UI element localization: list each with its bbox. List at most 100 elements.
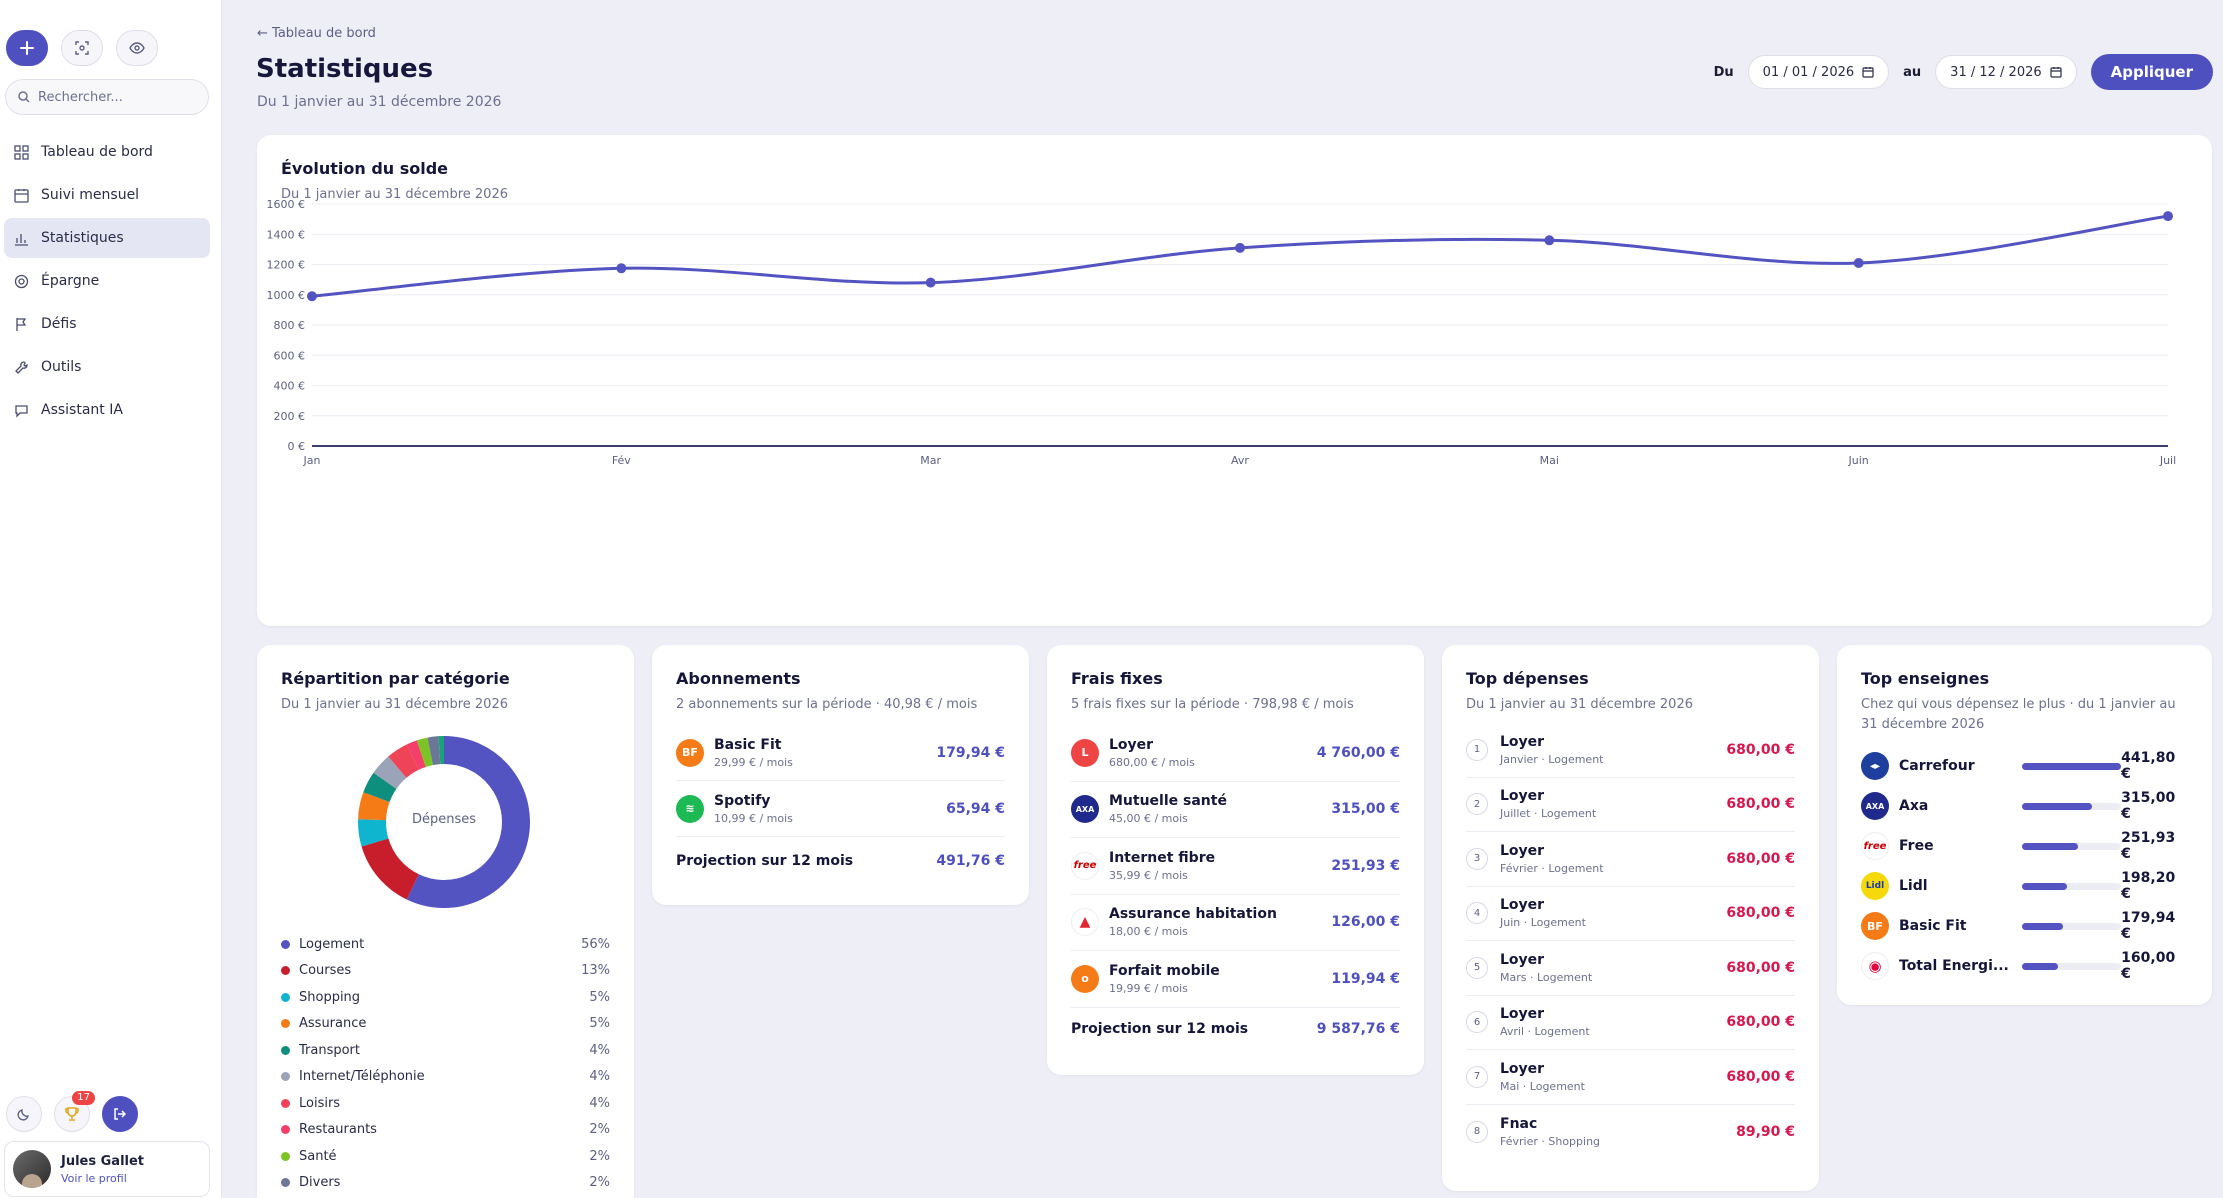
- expense-info: Loyer Janvier · Logement: [1500, 734, 1604, 766]
- cost-row[interactable]: L Loyer 680,00 € / mois 4 760,00 €: [1071, 725, 1400, 782]
- eye-icon: [129, 42, 145, 54]
- AXA-logo-icon: AXA: [1861, 792, 1889, 820]
- brand-row[interactable]: Lidl Lidl 198,20 €: [1861, 866, 2188, 906]
- donut-slice[interactable]: [406, 736, 530, 908]
- expense-row[interactable]: 3 Loyer Février · Logement 680,00 €: [1466, 832, 1795, 887]
- expense-row[interactable]: 6 Loyer Avril · Logement 680,00 €: [1466, 996, 1795, 1050]
- expense-info: Fnac Février · Shopping: [1500, 1116, 1600, 1148]
- expense-row[interactable]: 8 Fnac Février · Shopping 89,90 €: [1466, 1105, 1795, 1160]
- sidebar-item-outils[interactable]: Outils: [4, 347, 210, 387]
- moon-icon: [17, 1109, 29, 1121]
- L-logo-icon: L: [1071, 738, 1099, 767]
- cost-row[interactable]: o Forfait mobile 19,99 € / mois 119,94 €: [1071, 951, 1400, 1008]
- cost-info: Mutuelle santé 45,00 € / mois: [1109, 793, 1227, 825]
- brand-bar-track: [2021, 882, 2122, 890]
- x-tick-label: Mar: [920, 454, 941, 467]
- back-link[interactable]: ← Tableau de bord: [257, 26, 376, 41]
- brand-amount: 441,80 €: [2121, 750, 2176, 782]
- brand-name: Basic Fit: [1899, 918, 1967, 934]
- from-date-value: 01 / 01 / 2026: [1762, 64, 1855, 80]
- brand-row[interactable]: free Free 251,93 €: [1861, 826, 2188, 866]
- data-point[interactable]: [1853, 257, 1864, 268]
- brand-row[interactable]: ◂▸ Carrefour 441,80 €: [1861, 746, 2188, 786]
- brand-row[interactable]: AXA Axa 315,00 €: [1861, 786, 2188, 826]
- expense-row[interactable]: 1 Loyer Janvier · Logement 680,00 €: [1466, 723, 1795, 778]
- expense-amount: 680,00 €: [1726, 1068, 1795, 1085]
- brand-name: Carrefour: [1899, 758, 1975, 774]
- donut-slice[interactable]: [427, 736, 441, 766]
- spotify-logo-icon: ≋: [676, 794, 704, 823]
- legend-percent: 2%: [589, 1175, 610, 1190]
- brand-bar-fill: [2021, 802, 2093, 810]
- visibility-button[interactable]: [116, 30, 158, 66]
- data-point[interactable]: [1544, 235, 1555, 246]
- legend-item: Courses 13%: [281, 958, 610, 984]
- cost-amount: 126,00 €: [1331, 914, 1400, 931]
- rank-badge: 7: [1466, 1065, 1488, 1088]
- profile-link[interactable]: Voir le profil: [61, 1171, 127, 1185]
- brand-bar-fill: [2021, 842, 2079, 850]
- dark-mode-button[interactable]: [6, 1096, 42, 1132]
- fixed-subtitle: 5 frais fixes sur la période · 798,98 € …: [1071, 697, 1354, 712]
- sidebar-item-statistiques[interactable]: Statistiques: [4, 218, 210, 258]
- expense-info: Loyer Mars · Logement: [1500, 952, 1592, 984]
- cost-row[interactable]: AXA Mutuelle santé 45,00 € / mois 315,00 €: [1071, 782, 1400, 838]
- from-date-input[interactable]: 01 / 01 / 2026: [1747, 55, 1890, 89]
- donut-slice[interactable]: [363, 772, 397, 803]
- donut-slice[interactable]: [373, 756, 407, 790]
- y-tick-label: 400 €: [274, 380, 306, 393]
- expense-meta: Février · Shopping: [1500, 1134, 1601, 1148]
- sidebar-item-suivi-mensuel[interactable]: Suivi mensuel: [4, 175, 210, 215]
- sidebar-item-assistant-ia[interactable]: Assistant IA: [4, 390, 210, 430]
- search-input[interactable]: Rechercher...: [5, 79, 209, 115]
- expense-row[interactable]: 4 Loyer Juin · Logement 680,00 €: [1466, 887, 1795, 941]
- cost-row[interactable]: ≋ Spotify 10,99 € / mois 65,94 €: [676, 781, 1005, 837]
- logout-button[interactable]: [102, 1096, 138, 1132]
- sidebar-item-défis[interactable]: Défis: [4, 304, 210, 344]
- donut-slice[interactable]: [416, 737, 434, 768]
- sidebar-item-tableau-de-bord[interactable]: Tableau de bord: [4, 132, 210, 172]
- cost-info: Basic Fit 29,99 € / mois: [714, 737, 793, 769]
- legend-dot: [281, 992, 290, 1002]
- apply-button[interactable]: Appliquer: [2090, 54, 2213, 90]
- data-point[interactable]: [2163, 211, 2173, 222]
- expense-row[interactable]: 2 Loyer Juillet · Logement 680,00 €: [1466, 778, 1795, 832]
- sidebar-item-label: Assistant IA: [41, 402, 123, 418]
- add-button[interactable]: [6, 30, 48, 66]
- fixed-title: Frais fixes: [1071, 669, 1163, 688]
- cost-row[interactable]: ▲ Assurance habitation 18,00 € / mois 126,0…: [1071, 895, 1400, 951]
- sidebar-item-épargne[interactable]: Épargne: [4, 261, 210, 301]
- brand-bar-track: [2021, 842, 2122, 850]
- subscriptions-card: Abonnements 2 abonnements sur la période…: [652, 645, 1029, 905]
- scan-icon: [75, 41, 89, 55]
- donut-slice[interactable]: [358, 819, 389, 847]
- expense-amount: 680,00 €: [1726, 741, 1795, 758]
- data-point[interactable]: [616, 263, 627, 274]
- legend-dot: [281, 1072, 290, 1081]
- brand-row[interactable]: BF Basic Fit 179,94 €: [1861, 906, 2188, 946]
- donut-slice[interactable]: [358, 792, 390, 821]
- donut-slice[interactable]: [406, 740, 426, 770]
- cost-row[interactable]: free Internet fibre 35,99 € / mois 251,93 €: [1071, 838, 1400, 895]
- brand-row[interactable]: ◉ Total Energi... 160,00 €: [1861, 946, 2188, 986]
- data-point[interactable]: [925, 277, 936, 288]
- expense-row[interactable]: 5 Loyer Mars · Logement 680,00 €: [1466, 941, 1795, 996]
- trophy-button[interactable]: 17: [54, 1091, 95, 1132]
- expense-name: Loyer: [1500, 897, 1545, 914]
- scan-button[interactable]: [61, 30, 103, 66]
- brand-amount: 160,00 €: [2121, 950, 2176, 982]
- to-date-input[interactable]: 31 / 12 / 2026: [1935, 55, 2077, 89]
- date-range: Du 01 / 01 / 2026 au 31 / 12 / 2026 Appl…: [1714, 54, 2213, 90]
- data-point[interactable]: [307, 291, 317, 302]
- chat-icon: [15, 404, 28, 418]
- data-point[interactable]: [1235, 242, 1245, 253]
- expense-row[interactable]: 7 Loyer Mai · Logement 680,00 €: [1466, 1050, 1795, 1105]
- calendar-icon: [14, 188, 29, 203]
- brand-bar-fill: [2021, 962, 2058, 970]
- donut-slice[interactable]: [388, 744, 420, 779]
- cost-row[interactable]: BF Basic Fit 29,99 € / mois 179,94 €: [676, 725, 1005, 781]
- donut-slice[interactable]: [361, 837, 420, 900]
- legend-percent: 4%: [589, 1095, 610, 1111]
- flag-icon: [16, 317, 27, 331]
- profile-card[interactable]: Jules Gallet Voir le profil: [4, 1141, 210, 1197]
